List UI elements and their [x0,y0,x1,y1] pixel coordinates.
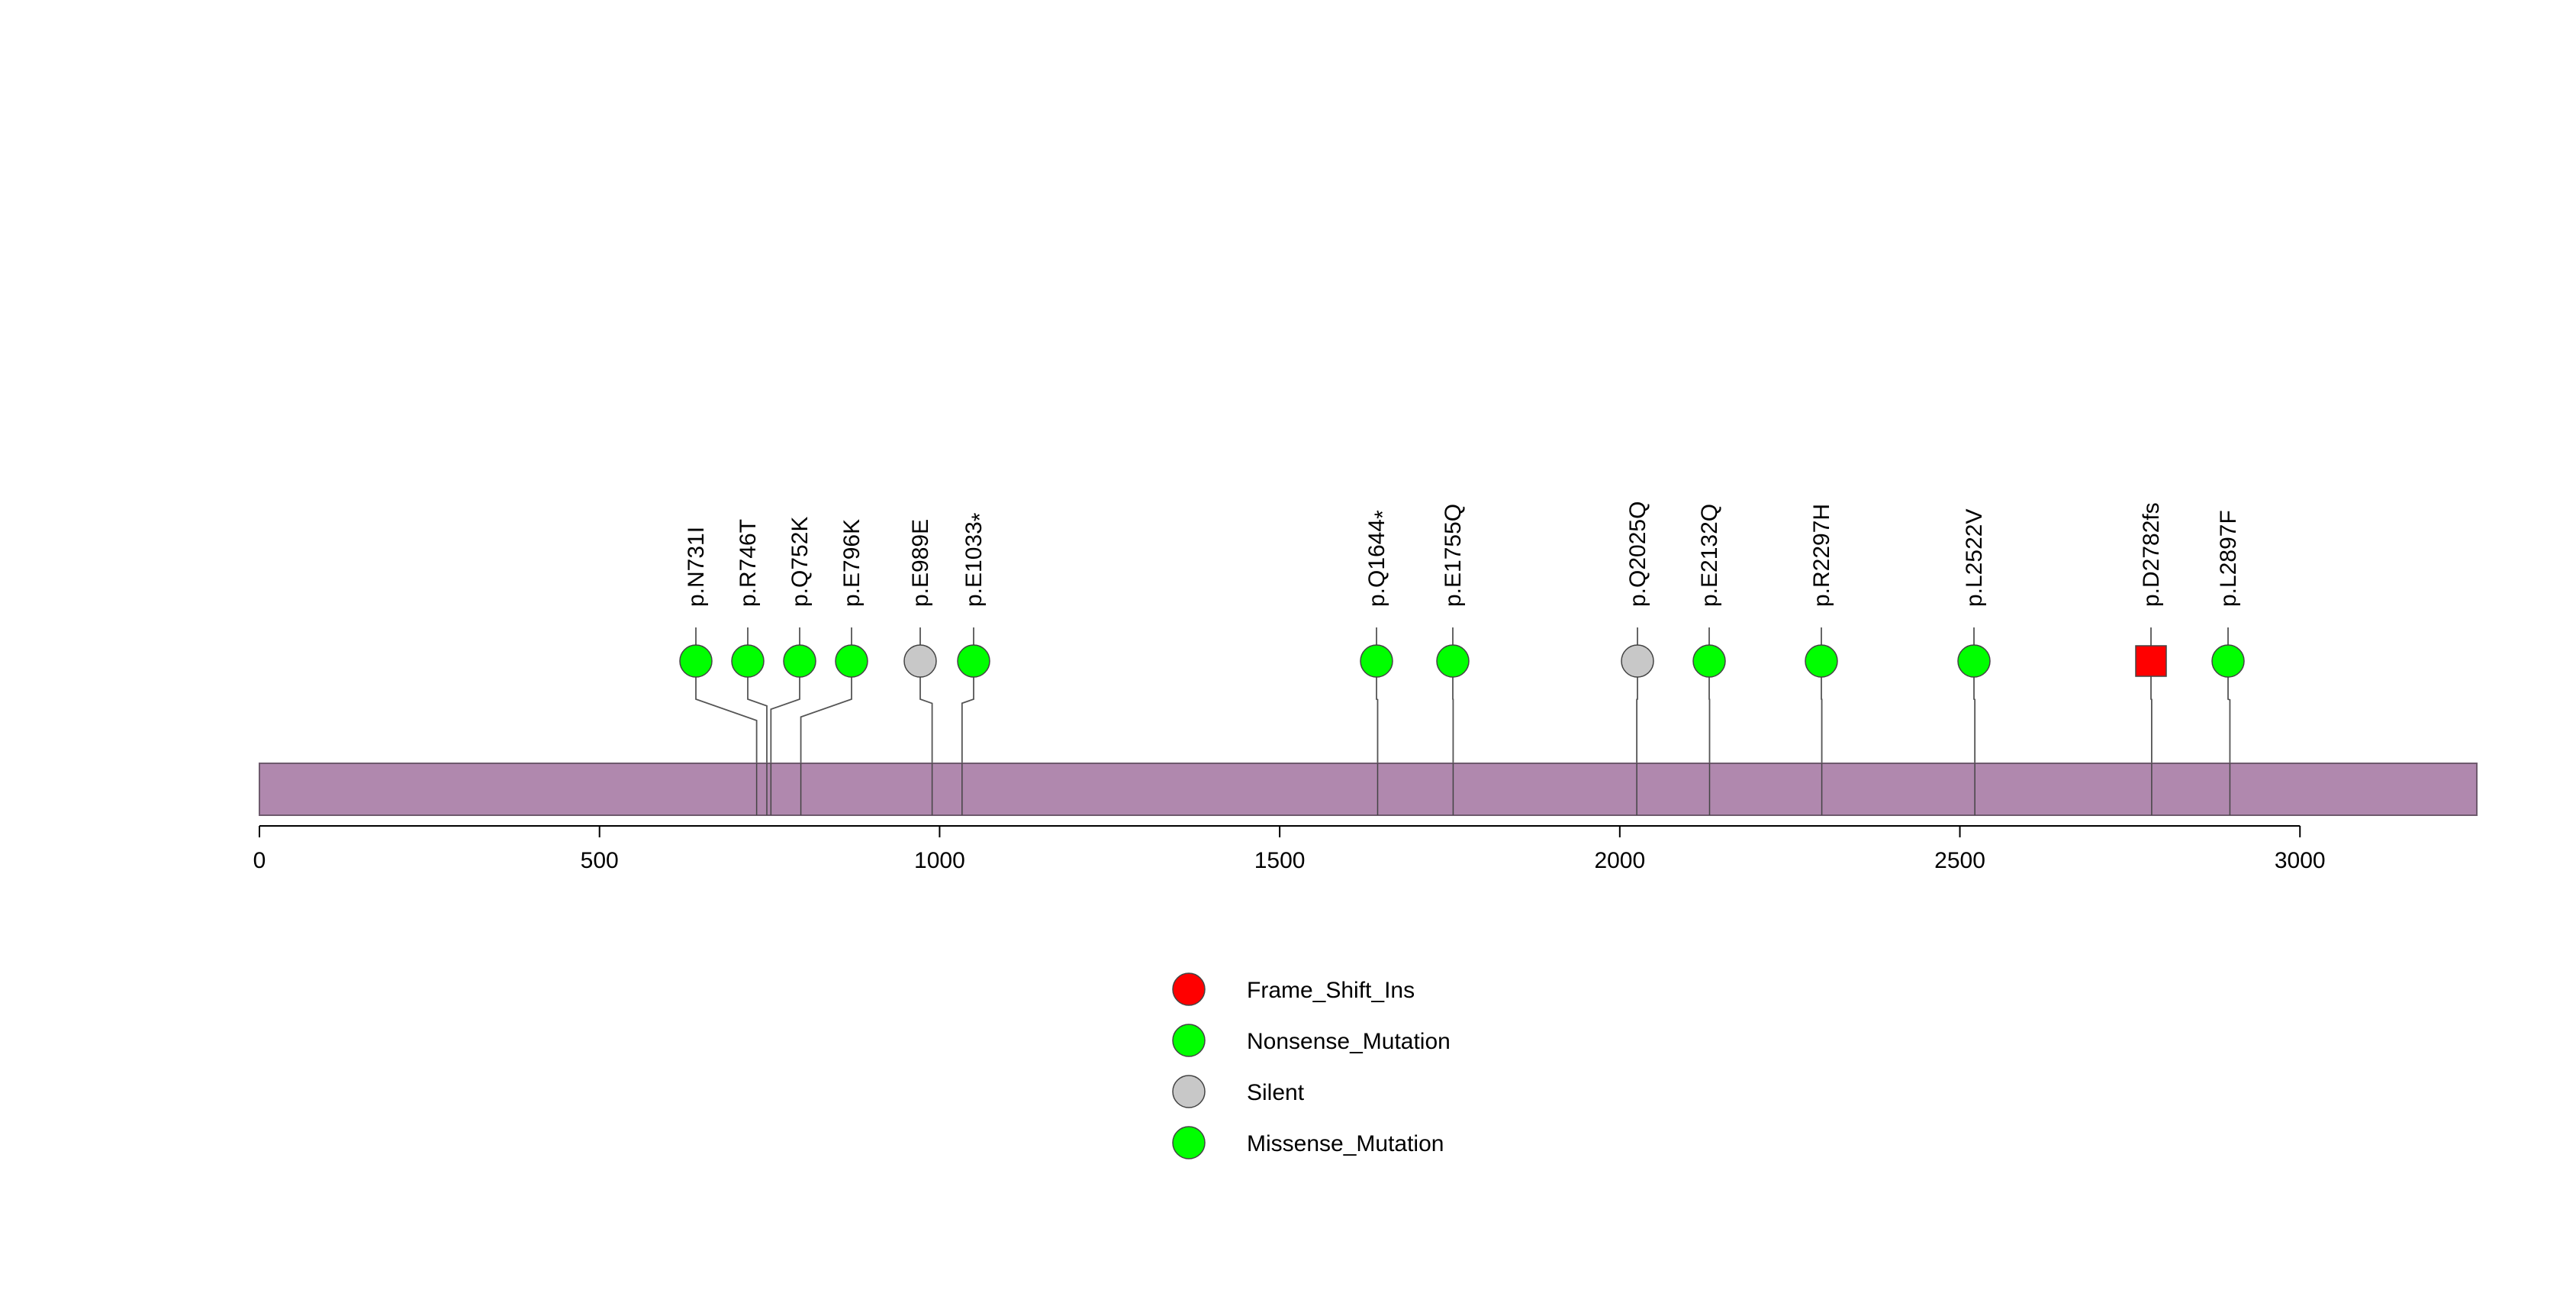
axis-tick-label: 1000 [914,848,965,873]
mutation-stem [800,661,852,763]
mutation-marker[interactable] [731,644,765,678]
mutation-label-text: p.N731I [684,527,709,607]
legend-swatch [1172,1024,1206,1057]
mutation-label-text: p.E989E [908,519,933,607]
mutation-label: p.D2782fs [2139,502,2164,607]
mutation-label: p.E1033* [961,512,993,607]
axis-tick-label: 1500 [1254,848,1306,873]
mutation-label-text: p.L2522V [1962,509,1987,607]
mutation-marker[interactable] [2135,645,2167,677]
mutation-marker[interactable] [903,644,937,678]
mutation-label-text: p.E1033 [961,521,987,607]
mutation-label-suffix: * [1370,510,1396,519]
legend-label: Frame_Shift_Ins [1247,978,1415,1003]
mutation-label: p.E989E [908,519,933,607]
legend: Frame_Shift_Ins Nonsense_Mutation Silent Mi… [1172,972,1451,1159]
legend-label: Silent [1247,1080,1305,1105]
mutation-marker[interactable] [835,644,868,678]
mutation-stem [695,661,758,763]
mutation-stem [2150,661,2153,763]
mutation-labels: p.N731I p.R746T p.Q752K p.E796K p.E989E p.E10… [684,501,2241,607]
legend-swatch [1172,972,1206,1006]
mutation-stem [747,661,768,763]
mutation-label-text: p.Q752K [787,517,813,607]
mutation-label: p.E1755Q [1441,504,1466,607]
mutation-label: p.Q2025Q [1625,501,1650,607]
mutation-stem [961,661,974,763]
mutation-stem [1973,661,1976,763]
mutation-label-text: p.R746T [736,519,761,607]
axis-tick-label: 0 [253,848,266,873]
mutation-stem [919,661,933,763]
mutation-marker[interactable] [1360,644,1393,678]
mutation-marker[interactable] [1621,644,1654,678]
mutation-label-suffix: * [968,512,993,521]
bar-position-markers [755,763,2231,815]
mutation-stem [2227,661,2231,763]
mutation-label-text: p.L2897F [2216,510,2241,607]
mutation-label-text: p.D2782fs [2139,502,2164,607]
mutation-label: p.N731I [684,527,709,607]
mutation-label: p.R2297H [1809,504,1834,607]
axis-tick-label: 2000 [1594,848,1645,873]
mutation-marker[interactable] [1692,644,1726,678]
mutation-marker[interactable] [1436,644,1470,678]
mutation-marker[interactable] [1957,644,1991,678]
mutation-label: p.L2897F [2216,510,2241,607]
mutation-markers [679,644,2245,678]
mutation-marker[interactable] [783,644,816,678]
mutation-label-text: p.E796K [839,519,865,607]
legend-label: Nonsense_Mutation [1247,1029,1451,1054]
legend-swatch [1172,1075,1206,1108]
mutation-label: p.R746T [736,519,761,607]
mutation-label-text: p.Q2025Q [1625,501,1650,607]
protein-domain-bar [259,763,2478,816]
mutation-label: p.E796K [839,519,865,607]
mutation-stem [1821,661,1823,763]
mutation-marker[interactable] [2211,644,2245,678]
axis-tick-label: 2500 [1934,848,1985,873]
mutation-marker[interactable] [679,644,713,678]
mutation-marker[interactable] [1805,644,1838,678]
axis-tick-label: 500 [581,848,619,873]
x-axis: 0 500 1000 1500 2000 2500 3000 [253,825,2326,873]
mutation-label-text: p.Q1644 [1364,519,1389,607]
legend-label: Missense_Mutation [1247,1131,1444,1156]
mutation-stem [770,661,800,763]
mutation-label-text: p.E1755Q [1441,504,1466,607]
mutation-label: p.Q1644* [1364,510,1396,607]
mutation-label-text: p.R2297H [1809,504,1834,607]
mutation-label: p.Q752K [787,517,813,607]
legend-swatch [1172,1126,1206,1159]
mutation-label: p.E2132Q [1697,504,1722,607]
mutation-label-text: p.E2132Q [1697,504,1722,607]
mutation-label: p.L2522V [1962,509,1987,607]
mutation-marker[interactable] [957,644,990,678]
axis-tick-label: 3000 [2275,848,2326,873]
